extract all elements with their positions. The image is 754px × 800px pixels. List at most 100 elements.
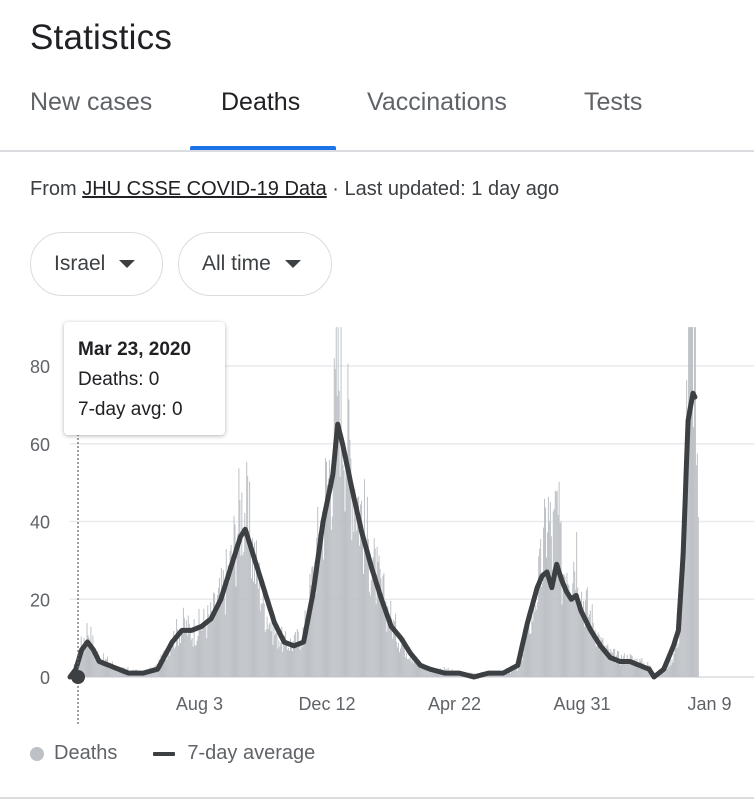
deaths-legend-dot-icon bbox=[30, 746, 44, 761]
deaths-bar bbox=[572, 583, 574, 677]
deaths-bar bbox=[532, 621, 534, 677]
y-tick-label: 20 bbox=[30, 590, 50, 610]
deaths-bar bbox=[403, 637, 405, 677]
deaths-bar bbox=[342, 464, 344, 677]
deaths-bar bbox=[340, 327, 342, 677]
chart-axes: 0 20 40 60 80 Aug 3 Dec 12 Apr 22 Aug 31 Jan 9 bbox=[30, 357, 732, 714]
deaths-bar bbox=[305, 631, 307, 677]
deaths-bar bbox=[227, 565, 229, 677]
source-link[interactable]: JHU CSSE COVID-19 Data bbox=[82, 178, 327, 200]
deaths-bar bbox=[673, 653, 675, 677]
deaths-bar bbox=[608, 649, 610, 677]
deaths-bar bbox=[529, 634, 531, 677]
deaths-bar bbox=[98, 654, 100, 677]
deaths-bar bbox=[570, 595, 572, 677]
deaths-bar bbox=[373, 538, 375, 677]
tab-deaths[interactable]: Deaths bbox=[221, 88, 301, 116]
deaths-bar bbox=[197, 636, 199, 677]
deaths-bar bbox=[254, 583, 256, 677]
deaths-bar bbox=[159, 667, 161, 677]
deaths-bar bbox=[266, 616, 268, 677]
deaths-bar bbox=[259, 610, 261, 677]
deaths-bar bbox=[257, 588, 259, 677]
deaths-bar bbox=[311, 567, 313, 677]
deaths-bar bbox=[168, 647, 170, 677]
deaths-bar bbox=[389, 626, 391, 677]
tab-vaccinations[interactable]: Vaccinations bbox=[367, 88, 507, 116]
deaths-bar bbox=[281, 626, 283, 677]
deaths-bar bbox=[643, 662, 645, 677]
deaths-bar bbox=[298, 641, 300, 677]
deaths-bar bbox=[374, 548, 376, 677]
deaths-bar bbox=[204, 622, 206, 677]
deaths-bar bbox=[333, 358, 335, 677]
deaths-bar bbox=[589, 610, 591, 677]
tab-tests[interactable]: Tests bbox=[584, 88, 643, 116]
deaths-bar bbox=[551, 569, 553, 677]
deaths-bar bbox=[380, 578, 382, 677]
deaths-bar bbox=[172, 646, 174, 677]
deaths-bar bbox=[555, 491, 557, 677]
average-legend-line-icon bbox=[153, 751, 176, 756]
deaths-bar bbox=[416, 662, 418, 677]
dropdown-arrow-icon bbox=[119, 260, 136, 268]
deaths-bar bbox=[189, 627, 191, 677]
deaths-bar bbox=[252, 538, 254, 677]
x-tick-label: Jan 9 bbox=[687, 694, 731, 714]
deaths-bar bbox=[177, 629, 179, 677]
deaths-bar bbox=[191, 637, 193, 677]
deaths-bar bbox=[369, 595, 371, 677]
deaths-bar bbox=[337, 327, 339, 677]
deaths-bar bbox=[388, 620, 390, 677]
deaths-bar bbox=[695, 465, 697, 677]
tab-new-cases[interactable]: New cases bbox=[30, 88, 153, 116]
deaths-bar bbox=[220, 567, 222, 677]
chart-average-line bbox=[67, 322, 698, 726]
deaths-bar bbox=[295, 645, 297, 677]
deaths-bar bbox=[619, 664, 621, 677]
time-range-dropdown[interactable]: All time bbox=[178, 232, 332, 296]
deaths-bar bbox=[384, 614, 386, 677]
deaths-bar bbox=[544, 498, 546, 677]
deaths-bar bbox=[691, 327, 693, 677]
deaths-bar bbox=[353, 531, 355, 677]
deaths-bar bbox=[520, 650, 522, 677]
deaths-bar bbox=[285, 631, 287, 677]
deaths-bar bbox=[553, 508, 555, 677]
deaths-bar bbox=[569, 593, 571, 677]
deaths-bar bbox=[627, 663, 629, 677]
deaths-bar bbox=[119, 668, 121, 677]
deaths-bar bbox=[578, 603, 580, 677]
deaths-bar bbox=[680, 595, 682, 677]
deaths-bar bbox=[668, 667, 670, 677]
deaths-bar bbox=[593, 636, 595, 677]
deaths-bar bbox=[216, 594, 218, 677]
deaths-bar bbox=[213, 592, 215, 677]
deaths-bar bbox=[595, 646, 597, 677]
deaths-bar bbox=[105, 658, 107, 677]
deaths-bar bbox=[590, 634, 592, 677]
deaths-bar bbox=[230, 544, 232, 677]
deaths-bar bbox=[277, 648, 279, 677]
deaths-bar bbox=[239, 500, 241, 677]
deaths-bar bbox=[171, 649, 173, 677]
deaths-bar bbox=[247, 475, 249, 677]
deaths-bar bbox=[614, 648, 616, 677]
deaths-bar bbox=[222, 570, 224, 677]
hover-point bbox=[71, 670, 85, 684]
country-dropdown[interactable]: Israel bbox=[30, 232, 163, 296]
deaths-bar bbox=[246, 461, 248, 677]
deaths-bar bbox=[692, 427, 694, 677]
deaths-bar bbox=[617, 650, 619, 677]
deaths-bar bbox=[600, 637, 602, 677]
deaths-chart[interactable]: 0 20 40 60 80 Aug 3 Dec 12 Apr 22 Aug 31 Jan 9 bbox=[0, 300, 754, 730]
deaths-bar bbox=[693, 327, 695, 677]
deaths-bar bbox=[618, 661, 620, 677]
deaths-bar bbox=[580, 614, 582, 677]
deaths-bar bbox=[638, 666, 640, 677]
deaths-bar bbox=[573, 561, 575, 677]
deaths-bar bbox=[543, 527, 545, 677]
country-value: Israel bbox=[54, 252, 106, 275]
deaths-bar bbox=[676, 631, 678, 677]
deaths-bar bbox=[435, 671, 437, 677]
